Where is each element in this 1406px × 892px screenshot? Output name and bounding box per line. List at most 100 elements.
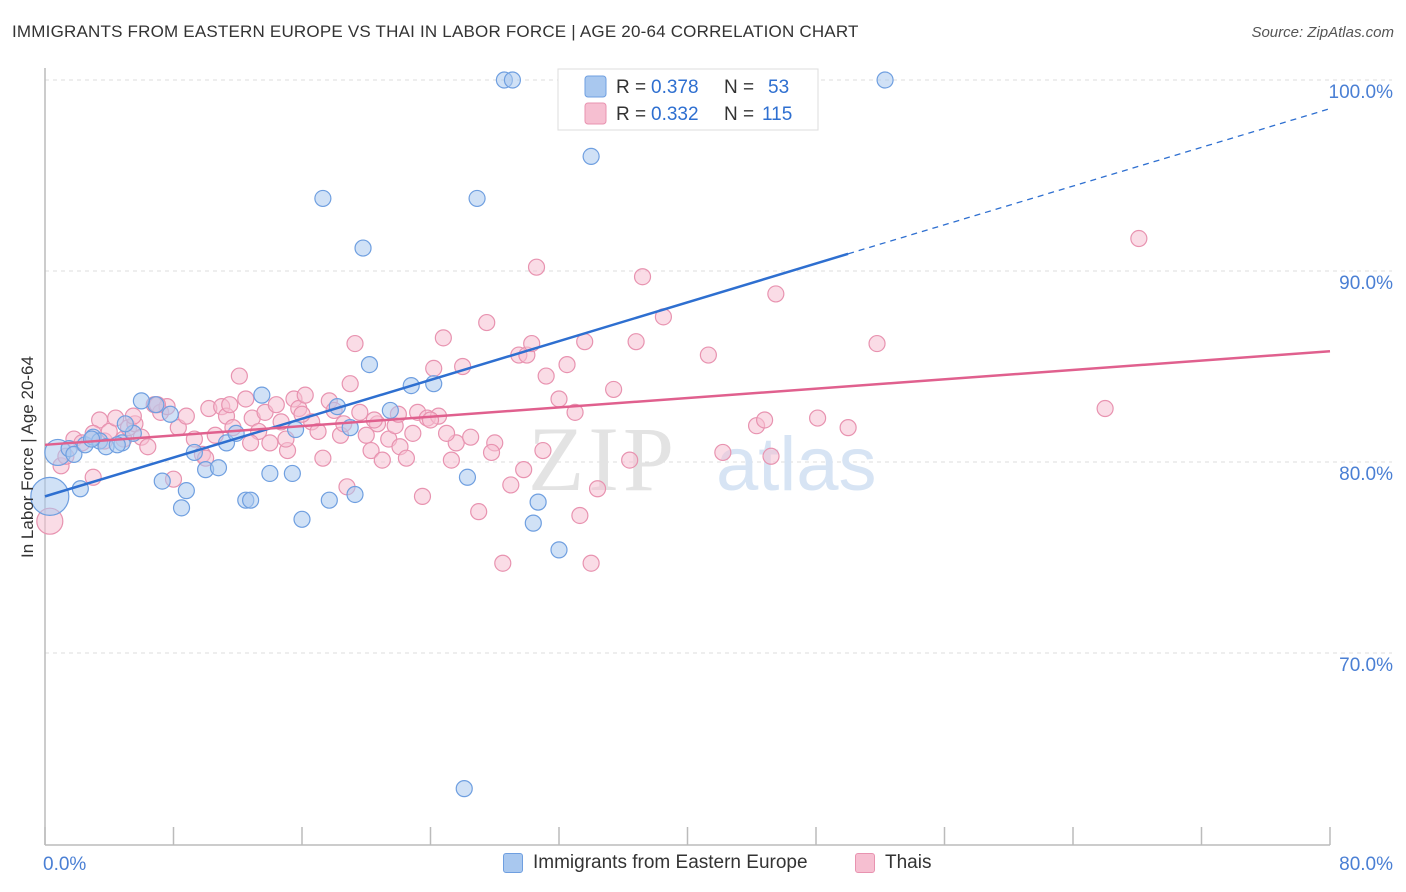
thais-point [362, 441, 380, 460]
thais-point [437, 424, 456, 442]
stats-legend: R = 0.378 N = 53 R = 0.332 N = 115 [557, 68, 819, 131]
eastern-europe-point [346, 485, 364, 504]
eastern-europe-point [82, 430, 101, 448]
thais-point [755, 411, 774, 429]
eastern-europe-point [320, 491, 338, 509]
eastern-europe-point [529, 493, 547, 511]
eastern-europe-point [177, 482, 195, 500]
eastern-europe-point [524, 514, 542, 532]
thais-point [502, 476, 520, 494]
thais-point [413, 487, 432, 505]
thais-point [534, 441, 552, 460]
thais-point [221, 396, 239, 414]
y-tick-label: 70.0% [1339, 655, 1393, 676]
y-axis-tick-labels: 100.0% 90.0% 80.0% 70.0% [1329, 82, 1394, 676]
thais-point [571, 506, 589, 525]
thais-point [633, 268, 652, 286]
thais-point [177, 407, 195, 425]
y-tick-label: 100.0% [1329, 82, 1394, 103]
eastern-europe-point [132, 392, 150, 410]
stats-blue-r-value: 0.378 [651, 77, 699, 98]
stats-blue-n-value: 53 [768, 77, 789, 98]
stats-pink-n-label: N = [724, 104, 754, 125]
eastern-europe-point [876, 71, 894, 89]
thais-point [314, 449, 332, 467]
thais-point [397, 449, 416, 467]
watermark-atlas: atlas [716, 422, 877, 507]
eastern-europe-point [153, 472, 171, 490]
thais-point [346, 334, 364, 353]
thais-point [762, 447, 780, 465]
legend-item-eastern-europe: Immigrants from Eastern Europe [503, 852, 808, 874]
thais-point [1130, 229, 1148, 248]
stats-blue-n-label: N = [724, 77, 754, 98]
eastern-europe-point [30, 476, 70, 516]
thais-point [462, 428, 480, 446]
thais-point [351, 403, 369, 421]
eastern-europe-point [147, 396, 165, 414]
eastern-europe-point [354, 239, 372, 257]
thais-trend-line [44, 349, 1331, 447]
thais-point [1096, 399, 1114, 418]
stats-pink-r-label: R = [616, 104, 646, 125]
eastern-europe-point [286, 420, 305, 439]
eastern-europe-point [582, 147, 600, 165]
thais-point [421, 411, 440, 429]
y-tick-label: 90.0% [1339, 273, 1393, 294]
thais-point [482, 443, 501, 462]
eastern-europe-trend-line [44, 252, 849, 498]
thais-point [478, 313, 496, 332]
eastern-europe-point [172, 499, 191, 517]
trend-lines [44, 108, 1331, 498]
thais-point [605, 380, 623, 399]
eastern-europe-trend-extension [847, 108, 1331, 255]
thais-point [425, 359, 443, 378]
thais-point [470, 503, 488, 521]
thais-point [309, 422, 327, 441]
thais-point [341, 375, 359, 393]
thais-point [139, 438, 157, 456]
thais-point [373, 451, 391, 469]
thais-point [868, 334, 886, 353]
legend-label-pink: Thais [885, 852, 932, 873]
eastern-europe-point [209, 459, 228, 477]
eastern-europe-point [65, 445, 83, 463]
thais-point [566, 403, 584, 421]
thais-point [767, 285, 785, 303]
thais-point [261, 434, 279, 452]
watermark: ZIP atlas [528, 408, 877, 510]
eastern-europe-point [381, 401, 399, 420]
thais-point [267, 396, 285, 414]
legend-item-thais: Thais [855, 852, 931, 874]
thais-point [404, 424, 422, 442]
chart-title: IMMIGRANTS FROM EASTERN EUROPE VS THAI I… [12, 22, 859, 41]
eastern-europe-point [468, 189, 486, 208]
y-tick-label: 80.0% [1339, 464, 1393, 485]
thais-point [839, 419, 857, 437]
thais-point [230, 367, 248, 385]
eastern-europe-point [458, 468, 477, 486]
stats-swatch-pink [584, 102, 607, 125]
eastern-europe-point [116, 415, 134, 433]
legend-swatch-blue [503, 853, 523, 873]
eastern-europe-point [161, 405, 179, 423]
eastern-europe-point [253, 386, 271, 404]
thais-point [588, 480, 607, 498]
eastern-europe-point [242, 491, 260, 509]
x-tick-label: 80.0% [1339, 854, 1393, 875]
thais-point [357, 426, 375, 444]
stats-swatch-blue [584, 75, 607, 98]
eastern-europe-point [455, 780, 473, 798]
thais-point [434, 329, 452, 347]
thais-point [621, 451, 639, 469]
eastern-europe-point [283, 464, 301, 483]
thais-point [537, 367, 555, 385]
thais-point [582, 554, 600, 572]
stats-pink-n-value: 115 [762, 104, 792, 125]
x-axis-tick-labels: 0.0% 80.0% [43, 854, 1393, 875]
thais-point [809, 409, 827, 427]
stats-pink-r-value: 0.332 [651, 104, 699, 125]
eastern-europe-point [550, 541, 568, 559]
legend-swatch-pink [855, 853, 875, 873]
